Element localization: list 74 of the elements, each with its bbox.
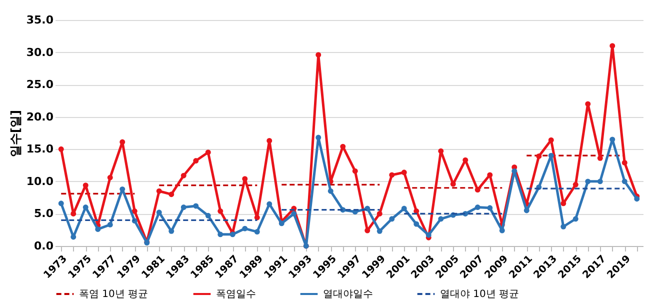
y-tick-label: 0.0 [34, 240, 54, 252]
point [193, 203, 199, 209]
point [474, 204, 480, 210]
point [572, 216, 578, 222]
point [364, 228, 370, 234]
point [352, 168, 358, 174]
point [512, 168, 518, 174]
point [622, 178, 628, 184]
point [180, 172, 186, 178]
point [401, 170, 407, 176]
y-tick-label: 20.0 [26, 110, 54, 124]
point [120, 186, 126, 192]
point [316, 52, 322, 58]
y-tick-label: 5.0 [34, 207, 54, 220]
y-tick-label: 35.0 [26, 14, 54, 26]
y-tick-label: 10.0 [26, 174, 54, 188]
y-axis-title: 일수[일] [8, 110, 22, 157]
point [401, 206, 407, 212]
point [95, 226, 101, 232]
point [291, 210, 297, 216]
point [254, 229, 260, 235]
point [438, 148, 444, 154]
point [205, 150, 211, 156]
point [597, 178, 603, 184]
point [266, 201, 272, 207]
point [376, 228, 382, 234]
y-tick-label: 30.0 [26, 46, 54, 59]
point [426, 232, 432, 238]
point [524, 208, 530, 214]
point [414, 221, 420, 227]
y-tick-label: 25.0 [26, 78, 54, 92]
point [120, 139, 126, 145]
point [156, 210, 162, 216]
point [254, 214, 260, 220]
point [560, 200, 566, 206]
legend-label: 열대야 10년 평균 [440, 289, 520, 300]
point [499, 228, 505, 234]
point [572, 182, 578, 188]
point [205, 212, 211, 218]
legend-label: 폭염일수 [216, 289, 256, 300]
point [132, 208, 138, 214]
point [487, 172, 493, 178]
point [107, 222, 113, 228]
point [58, 200, 64, 206]
point [376, 210, 382, 216]
legend-label: 열대야일수 [323, 289, 373, 300]
point [266, 138, 272, 144]
legend-label: 폭염 10년 평균 [79, 289, 148, 300]
point [536, 154, 542, 159]
y-tick-label: 15.0 [26, 142, 54, 156]
point [438, 216, 444, 222]
point [107, 174, 113, 180]
point [585, 101, 591, 107]
point [316, 134, 322, 140]
point [610, 43, 616, 49]
point [328, 188, 334, 194]
point [58, 146, 64, 152]
point [242, 226, 248, 232]
point [389, 172, 395, 178]
point [168, 192, 174, 198]
point [487, 205, 493, 211]
point [218, 208, 224, 214]
point [389, 216, 395, 222]
point [168, 228, 174, 234]
point [548, 137, 554, 143]
point [548, 152, 554, 158]
point [634, 196, 640, 202]
point [156, 188, 162, 194]
point [560, 224, 566, 230]
point [193, 158, 199, 164]
point [218, 232, 224, 238]
point [622, 160, 628, 166]
point [180, 204, 186, 210]
point [585, 178, 591, 184]
